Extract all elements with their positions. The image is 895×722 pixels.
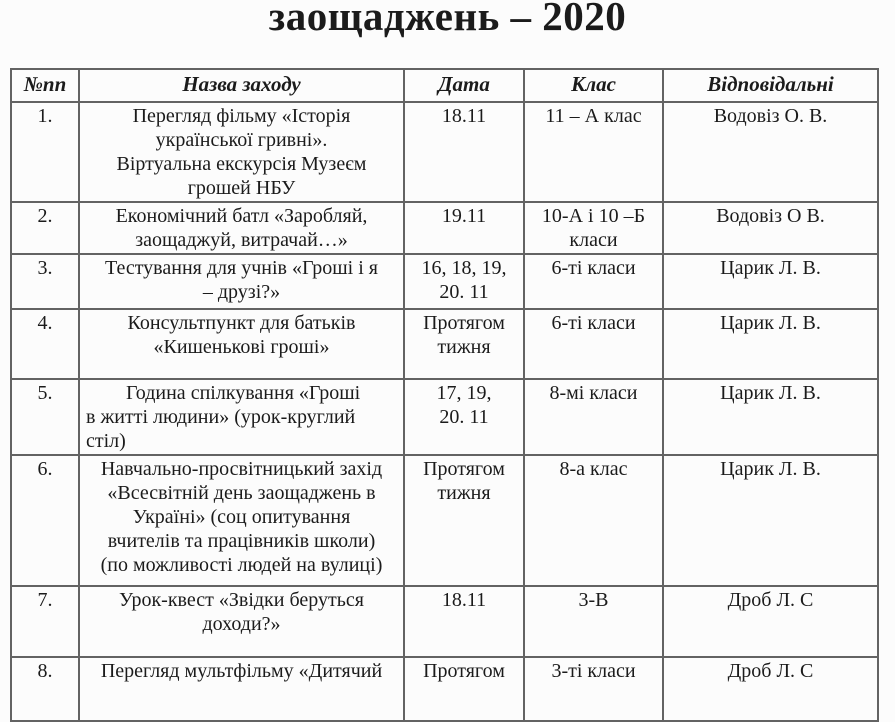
cell-num: 4.	[10, 308, 80, 380]
table-header-row: №пп Назва заходу Дата Клас Відповідальні	[10, 68, 879, 103]
table-row: 2. Економічний батл «Заробляй, заощаджуй…	[10, 201, 879, 255]
column-header-num: №пп	[10, 68, 80, 103]
cell-event-name: Економічний батл «Заробляй, заощаджуй, в…	[78, 201, 405, 255]
cell-event-name: Перегляд фільму «Історія української гри…	[78, 101, 405, 203]
cell-date: 17, 19, 20. 11	[403, 378, 525, 456]
cell-date: 19.11	[403, 201, 525, 255]
cell-responsible: Дроб Л. С	[662, 656, 879, 722]
cell-responsible: Дроб Л. С	[662, 585, 879, 658]
cell-num: 1.	[10, 101, 80, 203]
cell-date: 18.11	[403, 585, 525, 658]
cell-num: 6.	[10, 454, 80, 587]
cell-event-name: Перегляд мультфільму «Дитячий	[78, 656, 405, 722]
table-row: 8. Перегляд мультфільму «Дитячий Протяго…	[10, 656, 879, 722]
page-title: заощаджень – 2020	[268, 0, 627, 39]
cell-responsible: Водовіз О В.	[662, 201, 879, 255]
table-row: 5. Година спілкування «Гроші в житті люд…	[10, 378, 879, 456]
cell-event-name: Консультпункт для батьків «Кишенькові гр…	[78, 308, 405, 380]
cell-class: 3-В	[523, 585, 664, 658]
cell-date: Протягом тижня	[403, 454, 525, 587]
cell-event-name: Навчально-просвітницький захід «Всесвітн…	[78, 454, 405, 587]
cell-num: 3.	[10, 253, 80, 310]
cell-responsible: Царик Л. В.	[662, 378, 879, 456]
cell-date: 18.11	[403, 101, 525, 203]
cell-class: 8-а клас	[523, 454, 664, 587]
cell-num: 5.	[10, 378, 80, 456]
cell-event-name: Година спілкування «Гроші в житті людини…	[78, 378, 405, 456]
cell-class: 8-мі класи	[523, 378, 664, 456]
cell-class: 3-ті класи	[523, 656, 664, 722]
cell-num: 8.	[10, 656, 80, 722]
table-row: 7. Урок-квест «Звідки беруться доходи?» …	[10, 585, 879, 658]
cell-responsible: Царик Л. В.	[662, 454, 879, 587]
column-header-name: Назва заходу	[78, 68, 405, 103]
column-header-resp: Відповідальні	[662, 68, 879, 103]
cell-class: 11 – А клас	[523, 101, 664, 203]
cell-event-name: Урок-квест «Звідки беруться доходи?»	[78, 585, 405, 658]
cell-responsible: Царик Л. В.	[662, 308, 879, 380]
cell-class: 6-ті класи	[523, 253, 664, 310]
table-row: 1. Перегляд фільму «Історія української …	[10, 101, 879, 203]
events-table: №пп Назва заходу Дата Клас Відповідальні…	[10, 68, 879, 722]
column-header-date: Дата	[403, 68, 525, 103]
table-row: 3. Тестування для учнів «Гроші і я – дру…	[10, 253, 879, 310]
cell-responsible: Царик Л. В.	[662, 253, 879, 310]
cell-event-name: Тестування для учнів «Гроші і я – друзі?…	[78, 253, 405, 310]
cell-date: Протягом	[403, 656, 525, 722]
table-row: 6. Навчально-просвітницький захід «Всесв…	[10, 454, 879, 587]
cell-class: 10-А і 10 –Б класи	[523, 201, 664, 255]
column-header-class: Клас	[523, 68, 664, 103]
table-row: 4. Консультпункт для батьків «Кишенькові…	[10, 308, 879, 380]
cell-class: 6-ті класи	[523, 308, 664, 380]
cell-date: Протягом тижня	[403, 308, 525, 380]
cell-num: 7.	[10, 585, 80, 658]
cell-date: 16, 18, 19, 20. 11	[403, 253, 525, 310]
cell-responsible: Водовіз О. В.	[662, 101, 879, 203]
cell-num: 2.	[10, 201, 80, 255]
